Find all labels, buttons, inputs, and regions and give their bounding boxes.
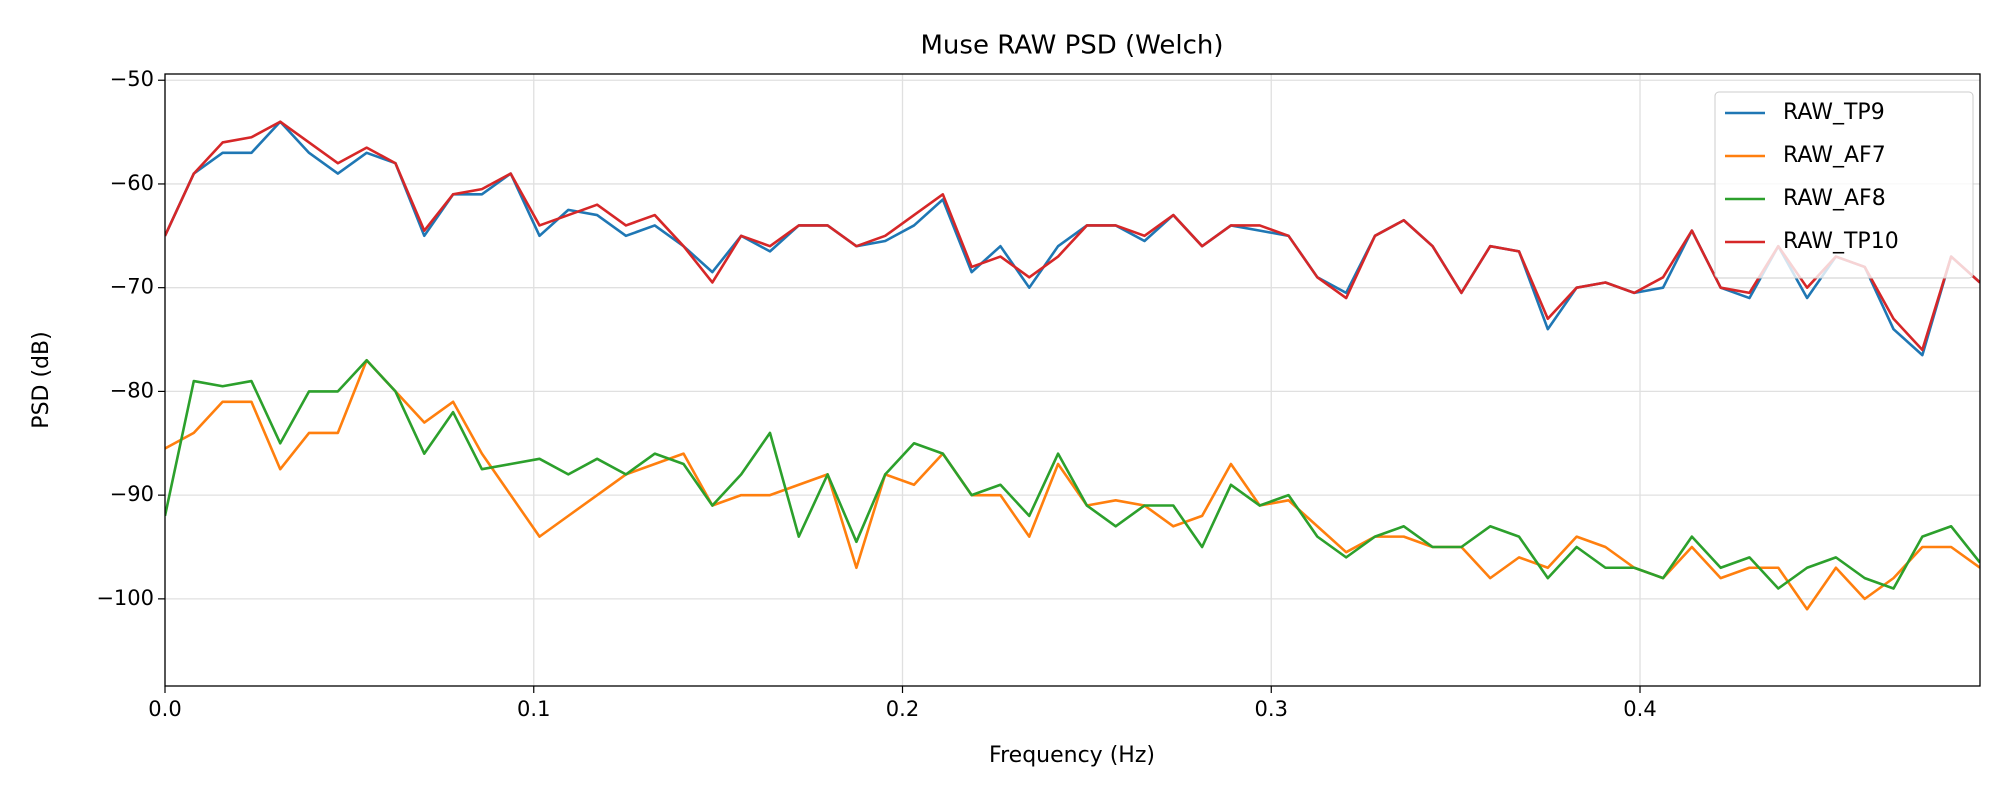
y-axis-label: PSD (dB) [29,331,54,428]
y-tick-label: −70 [110,275,154,299]
x-tick-label: 0.3 [1255,697,1288,721]
y-tick-label: −100 [96,586,154,610]
series-line [165,358,1980,590]
x-tick-label: 0.2 [886,697,919,721]
x-tick-label: 0.1 [517,697,550,721]
series-line [165,120,1980,352]
legend-label: RAW_AF8 [1783,186,1886,211]
series-line [165,120,1980,357]
chart-title: Muse RAW PSD (Welch) [921,31,1224,61]
series-line [165,358,1980,611]
y-tick-label: −50 [110,67,154,91]
y-tick-label: −90 [110,482,154,506]
legend-label: RAW_TP9 [1783,100,1885,125]
y-tick-label: −60 [110,171,154,195]
legend-label: RAW_AF7 [1783,143,1886,168]
legend-box [1714,91,1974,279]
plot-frame [164,73,1981,687]
x-tick-label: 0.0 [148,697,181,721]
y-tick-label: −80 [110,378,154,402]
legend-label: RAW_TP10 [1783,229,1899,254]
x-axis-label: Frequency (Hz) [989,743,1155,768]
x-tick-label: 0.4 [1623,697,1656,721]
